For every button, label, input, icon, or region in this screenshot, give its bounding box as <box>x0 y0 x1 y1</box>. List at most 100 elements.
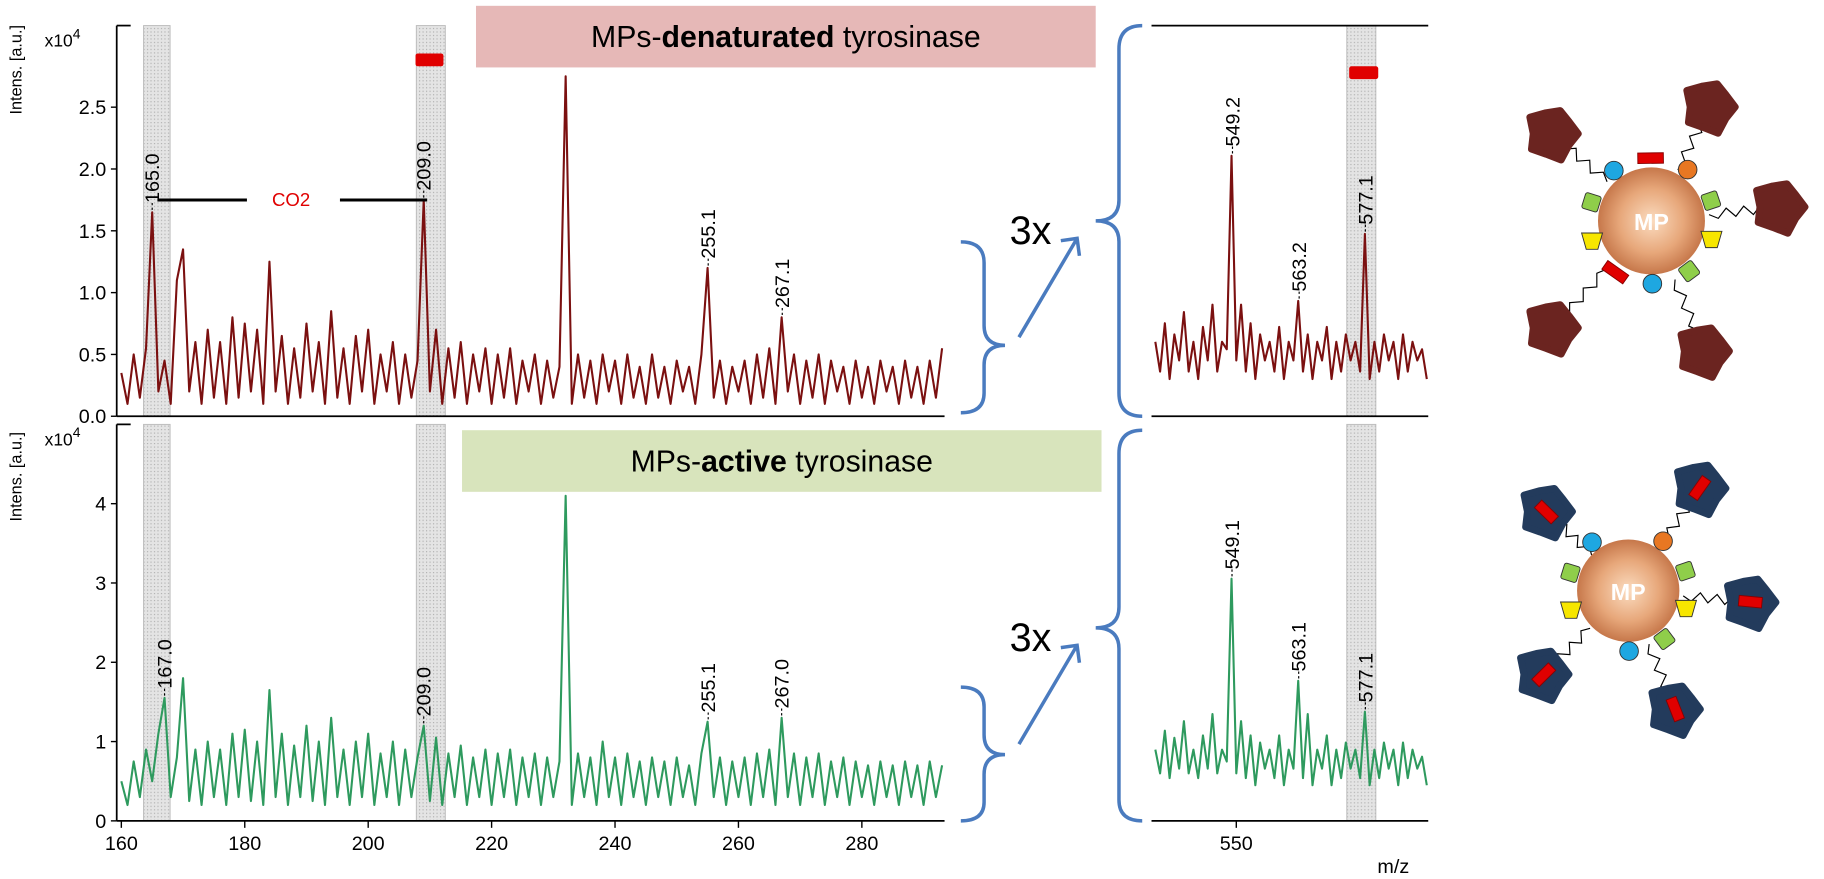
peak-label: 209.0 <box>414 667 436 716</box>
enzyme <box>1753 180 1809 237</box>
enzyme <box>1677 324 1733 381</box>
ligand <box>1700 190 1722 211</box>
ligand <box>1580 232 1604 250</box>
ligand <box>1581 192 1602 213</box>
peak-label: 267.1 <box>772 259 794 308</box>
ligand <box>1675 560 1696 582</box>
ligand <box>1678 260 1701 283</box>
peak-label: 209.0 <box>414 141 436 190</box>
peak-label: 165.0 <box>142 154 164 203</box>
y-tick-label: 2.0 <box>79 159 106 181</box>
diagrams <box>1517 80 1809 740</box>
plots: 165.0 209.0 255.1 267.1 0.0 0.5 1.0 1.5 2.0 2.5 In… <box>7 5 1429 878</box>
ligand <box>1601 259 1630 285</box>
peak-label: 167.0 <box>155 639 177 688</box>
title-part: tyrosinase <box>835 21 981 54</box>
diagram-label: MP <box>1634 209 1669 235</box>
brace <box>960 685 1006 823</box>
y-tick-label: 0 <box>95 811 106 833</box>
title-part: MPs- <box>591 21 662 54</box>
y-tick-label: 2.5 <box>79 97 106 119</box>
highlight-band <box>415 25 446 417</box>
peak-label: 577.1 <box>1355 653 1377 702</box>
marker <box>415 53 444 67</box>
peak-label: 549.1 <box>1222 520 1244 569</box>
label-tag <box>1533 499 1560 525</box>
chart-title: MPs-denaturated tyrosinase <box>591 21 981 54</box>
x-tick-label: 200 <box>352 833 385 855</box>
zoom-label: 3x <box>1010 616 1052 660</box>
peak-label: 563.1 <box>1289 622 1311 671</box>
y-tick-label: 0.5 <box>79 344 106 366</box>
x-tick-label: 550 <box>1220 833 1253 855</box>
highlight-band <box>415 423 446 822</box>
y-tick-label: 3 <box>95 573 106 595</box>
label-tag <box>1531 662 1557 688</box>
y-tick-label: 1.0 <box>79 283 106 305</box>
y-unit: x104 <box>45 424 81 449</box>
peak-label: 563.2 <box>1289 242 1311 291</box>
ligand <box>1653 628 1676 650</box>
ligand <box>1637 152 1664 165</box>
y-tick-label: 1 <box>95 732 106 754</box>
ligand <box>1619 641 1639 661</box>
ligand <box>1700 230 1723 249</box>
peak-label: 267.0 <box>772 659 794 708</box>
peak-label: 577.1 <box>1355 175 1377 224</box>
peak-label: 255.1 <box>698 663 720 712</box>
title-banner <box>475 5 1096 68</box>
ligand <box>1560 562 1581 583</box>
brace <box>1095 428 1143 823</box>
label-tag <box>1665 695 1685 723</box>
y-axis-label: Intens. [a.u.] <box>7 432 25 522</box>
spectrum-line <box>120 494 944 807</box>
spectrum-line <box>120 75 944 405</box>
enzyme <box>1683 80 1739 137</box>
microparticle <box>1597 167 1705 275</box>
x-tick-label: 260 <box>722 833 755 855</box>
spectrum-line <box>1154 577 1428 787</box>
enzyme <box>1526 301 1582 358</box>
y-tick-label: 1.5 <box>79 221 106 243</box>
ligand <box>1559 601 1583 619</box>
y-unit-base: x10 <box>45 429 73 449</box>
peak-label: 255.1 <box>698 209 720 258</box>
x-tick-label: 180 <box>228 833 261 855</box>
microparticle <box>1577 539 1680 642</box>
label-tag <box>1688 474 1712 502</box>
x-tick-label: 160 <box>105 833 138 855</box>
marker <box>1349 66 1379 80</box>
brace <box>960 240 1006 415</box>
ligand <box>1604 160 1624 181</box>
arrow <box>1017 236 1082 339</box>
arrow <box>1017 643 1082 746</box>
title-part: denaturated <box>662 21 835 54</box>
label-tag <box>1737 594 1763 609</box>
ligand <box>1642 273 1663 294</box>
y-tick-label: 4 <box>95 494 106 516</box>
ligand <box>1582 532 1602 553</box>
title-part: MPs- <box>631 445 702 478</box>
co2-label: CO2 <box>272 189 310 210</box>
spectrum-line <box>1154 154 1428 381</box>
title-part: active <box>701 445 787 478</box>
x-tick-label: 280 <box>845 833 878 855</box>
ligand <box>1653 531 1673 552</box>
peak-label: 549.2 <box>1222 97 1244 146</box>
zoom-label: 3x <box>1010 209 1052 253</box>
x-tick-label: 240 <box>599 833 632 855</box>
x-axis-label: m/z <box>1377 856 1409 878</box>
braces <box>960 23 1143 823</box>
y-unit-exp: 4 <box>73 25 81 41</box>
title-banner <box>462 430 1102 492</box>
title-part: tyrosinase <box>787 445 933 478</box>
y-tick-label: 0.0 <box>79 406 106 428</box>
y-unit-base: x10 <box>45 31 73 51</box>
brace <box>1095 23 1143 418</box>
y-axis-label: Intens. [a.u.] <box>7 25 25 115</box>
y-unit: x104 <box>45 25 81 50</box>
ligand <box>1674 599 1698 618</box>
y-unit-exp: 4 <box>73 424 81 440</box>
